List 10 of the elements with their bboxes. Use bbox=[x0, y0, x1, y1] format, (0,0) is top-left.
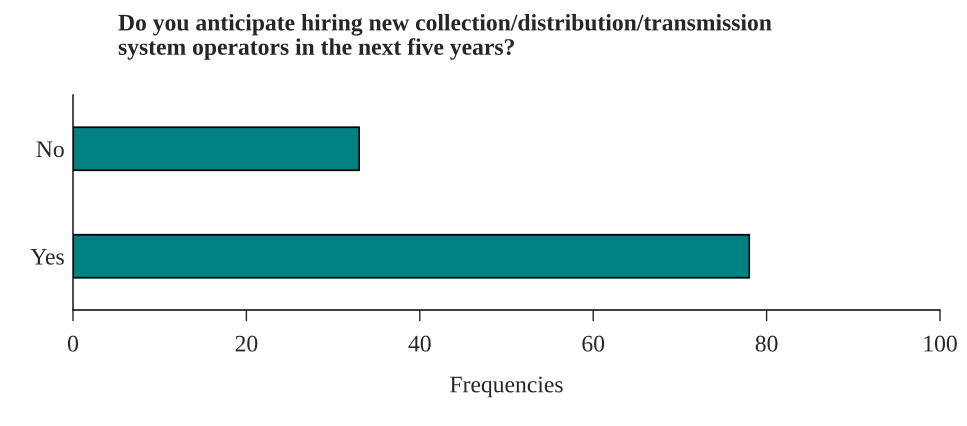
chart-title: Do you anticipate hiring new collection/distribution/transmission system operators in the next five years? bbox=[118, 14, 772, 60]
y-tick-label: Yes bbox=[30, 248, 64, 265]
y-tick-label: No bbox=[36, 141, 64, 158]
x-tick-label: 20 bbox=[236, 336, 258, 352]
x-tick-label: 100 bbox=[924, 336, 957, 352]
x-tick-label: 40 bbox=[408, 336, 431, 352]
x-tick-label: 60 bbox=[582, 336, 604, 352]
x-tick-label: 0 bbox=[68, 336, 78, 352]
x-axis-title: Frequencies bbox=[450, 376, 563, 398]
x-tick-label: 80 bbox=[756, 336, 778, 352]
